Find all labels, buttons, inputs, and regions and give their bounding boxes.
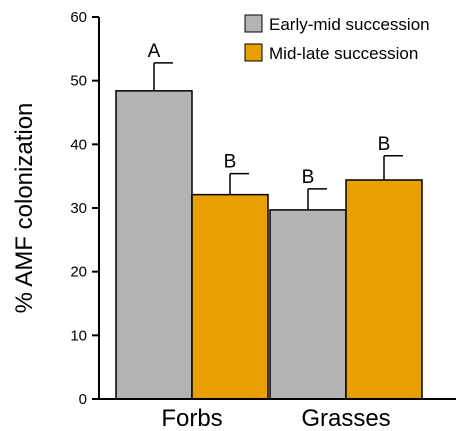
significance-label: B [224, 152, 237, 173]
y-axis-label: % AMF colonization [11, 103, 38, 314]
y-tick-label: 50 [70, 73, 87, 90]
category-label: Grasses [301, 405, 390, 431]
y-tick-label: 0 [79, 391, 87, 408]
legend-label: Mid-late succession [269, 44, 418, 63]
y-tick-label: 40 [70, 136, 87, 153]
bar [269, 209, 347, 400]
y-tick-label: 30 [70, 200, 87, 217]
bar [191, 193, 269, 400]
significance-label: B [302, 167, 315, 188]
y-tick-label: 10 [70, 327, 87, 344]
legend-swatch [244, 43, 263, 62]
bar [345, 179, 423, 400]
category-label: Forbs [161, 405, 222, 431]
legend-label: Early-mid succession [269, 15, 430, 34]
y-tick-label: 20 [70, 264, 87, 281]
significance-label: A [148, 41, 161, 62]
plot-area: A B Forbs B B Grasses 0 10 20 30 40 50 60 [70, 9, 456, 431]
y-tick-label: 60 [70, 9, 87, 26]
significance-label: B [378, 134, 391, 155]
legend: Early-mid succession Mid-late succession [244, 14, 430, 63]
bar [115, 90, 193, 400]
legend-swatch [244, 14, 263, 33]
